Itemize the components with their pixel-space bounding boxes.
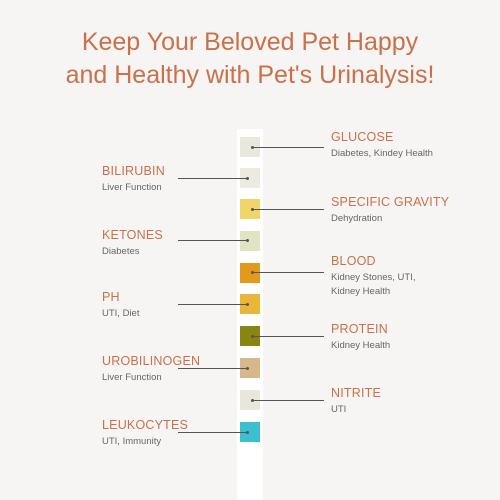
headline-line-1: Keep Your Beloved Pet Happy (81, 28, 419, 56)
label-protein: PROTEIN Kidney Health (331, 321, 390, 353)
pad-glucose (240, 137, 260, 157)
label-name: PH (102, 290, 120, 304)
connector-leukocytes (178, 431, 249, 434)
label-desc: Dehydration (331, 213, 383, 224)
label-name: KETONES (102, 228, 163, 242)
label-desc: Liver Function (102, 182, 162, 193)
label-desc: Liver Function (102, 372, 162, 383)
pad-ph (240, 294, 260, 314)
label-name: BLOOD (331, 254, 376, 268)
label-desc: UTI (331, 404, 347, 415)
label-ketones: KETONES Diabetes (102, 227, 163, 259)
pad-urobilinogen (240, 358, 260, 378)
connector-specific-gravity (251, 208, 324, 211)
label-desc: Diabetes, Kindey Health (331, 148, 433, 159)
label-bilirubin: BILIRUBIN Liver Function (102, 163, 165, 195)
connector-bilirubin (178, 177, 249, 180)
connector-nitrite (251, 399, 324, 402)
connector-urobilinogen (178, 367, 249, 370)
pad-bilirubin (240, 168, 260, 188)
label-name: SPECIFIC GRAVITY (331, 195, 450, 209)
label-name: BILIRUBIN (102, 164, 165, 178)
label-desc: Diabetes (102, 246, 140, 257)
label-desc-2: Kidney Health (331, 286, 391, 297)
connector-glucose (251, 146, 324, 149)
label-desc: Kidney Health (331, 340, 391, 351)
pad-blood (240, 263, 260, 283)
headline-line-2: and Healthy with Pet's Urinalysis! (65, 61, 435, 89)
label-nitrite: NITRITE UTI (331, 385, 381, 417)
connector-ph (178, 303, 249, 306)
label-urobilinogen: UROBILINOGEN Liver Function (102, 353, 200, 385)
label-name: UROBILINOGEN (102, 354, 201, 368)
label-leukocytes: LEUKOCYTES UTI, Immunity (102, 417, 188, 449)
label-desc: Kidney Stones, UTI, (331, 272, 416, 283)
label-name: PROTEIN (331, 322, 388, 336)
headline: Keep Your Beloved Pet Happy and Healthy … (0, 26, 500, 92)
label-desc: UTI, Immunity (102, 436, 162, 447)
label-glucose: GLUCOSE Diabetes, Kindey Health (331, 129, 433, 161)
label-blood: BLOOD Kidney Stones, UTI, Kidney Health (331, 253, 415, 299)
connector-blood (251, 271, 324, 274)
label-ph: PH UTI, Diet (102, 289, 139, 321)
connector-protein (251, 335, 324, 338)
pad-ketones (240, 231, 260, 251)
label-name: LEUKOCYTES (102, 418, 189, 432)
label-specific-gravity: SPECIFIC GRAVITY Dehydration (331, 194, 449, 226)
label-desc: UTI, Diet (102, 308, 140, 319)
pad-specific-gravity (240, 199, 260, 219)
pad-nitrite (240, 390, 260, 410)
pad-protein (240, 326, 260, 346)
pad-leukocytes (240, 422, 260, 442)
connector-ketones (178, 239, 249, 242)
label-name: GLUCOSE (331, 130, 394, 144)
label-name: NITRITE (331, 386, 382, 400)
